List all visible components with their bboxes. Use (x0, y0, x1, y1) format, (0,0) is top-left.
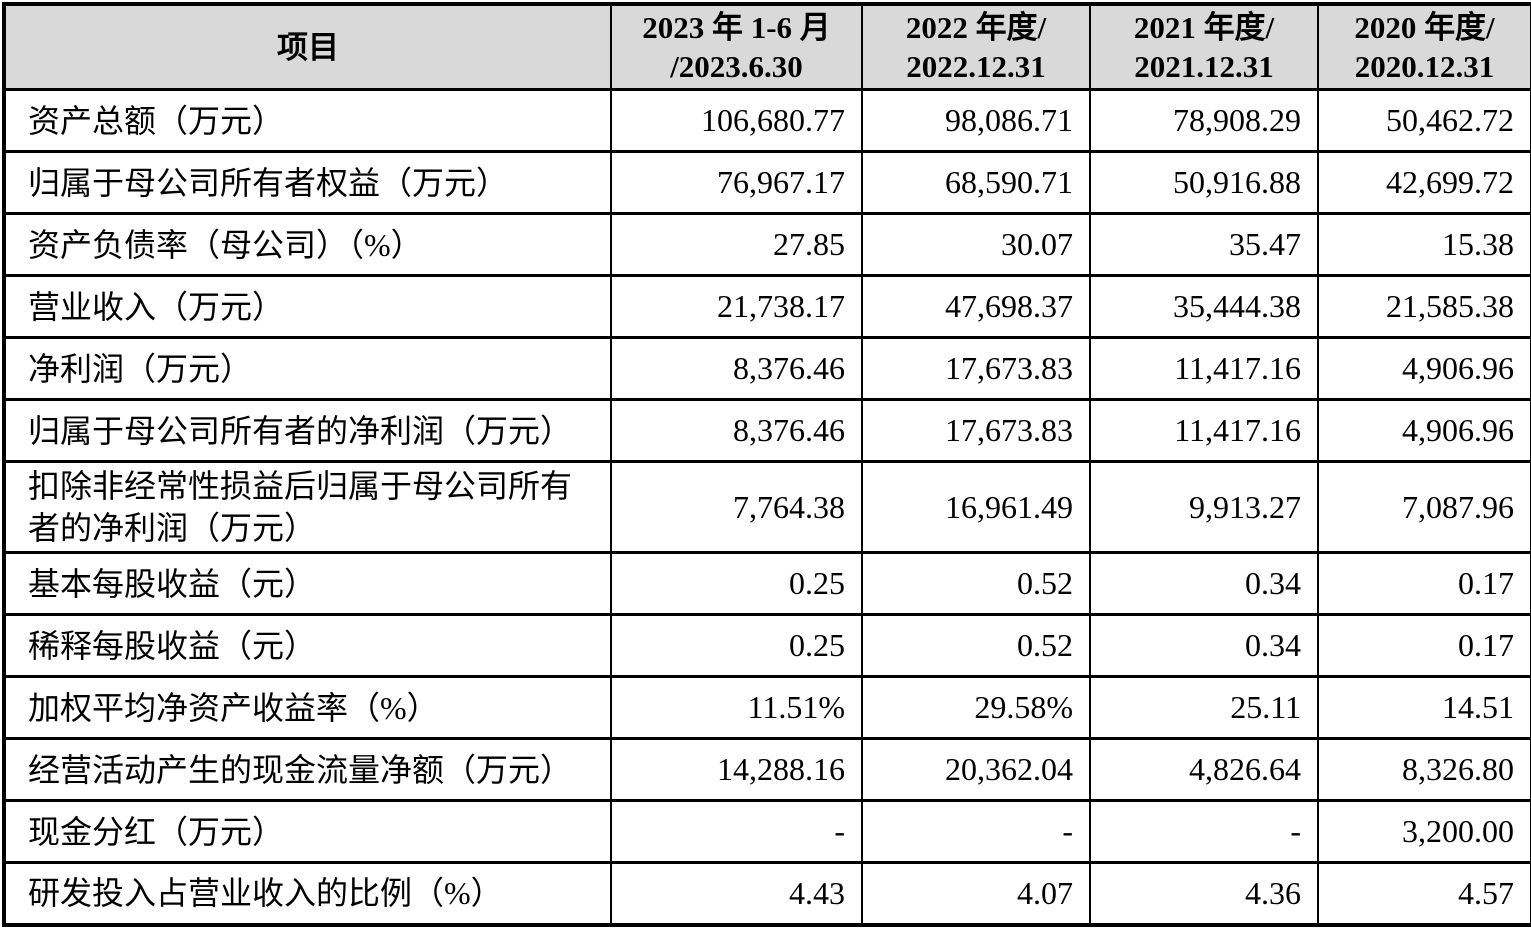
table-row-rd-ratio: 研发投入占营业收入的比例（%） 4.43 4.07 4.36 4.57 (3, 861, 1531, 926)
cell-value: 8,376.46 (610, 336, 863, 401)
cell-value: 0.34 (1089, 551, 1319, 616)
cell-value: 42,699.72 (1317, 150, 1531, 215)
cell-value: 0.17 (1317, 551, 1531, 616)
cell-value: 0.52 (861, 551, 1091, 616)
cell-value: 106,680.77 (610, 88, 863, 153)
cell-value: 15.38 (1317, 212, 1531, 277)
cell-value: 17,673.83 (861, 398, 1091, 463)
table-row-basic-eps: 基本每股收益（元） 0.25 0.52 0.34 0.17 (3, 551, 1531, 616)
period-label-line2: 2020.12.31 (1354, 49, 1495, 84)
cell-value: 0.34 (1089, 613, 1319, 678)
header-row: 项目 2023 年 1-6 月 /2023.6.30 2022 年度/ 2022… (3, 2, 1531, 91)
period-label-line2: 2021.12.31 (1134, 49, 1274, 84)
cell-value: 0.17 (1317, 613, 1531, 678)
cell-value: 50,462.72 (1317, 88, 1531, 153)
period-label-line1: 2022 年度/ (905, 10, 1047, 45)
cell-value: 4.43 (610, 861, 863, 926)
cell-value: 29.58% (861, 675, 1091, 740)
cell-value: - (861, 799, 1091, 864)
cell-value: 98,086.71 (861, 88, 1091, 153)
row-label: 经营活动产生的现金流量净额（万元） (3, 737, 612, 802)
table-row-diluted-eps: 稀释每股收益（元） 0.25 0.52 0.34 0.17 (3, 613, 1531, 678)
cell-value: 8,376.46 (610, 398, 863, 463)
table-row-operating-cash-flow: 经营活动产生的现金流量净额（万元） 14,288.16 20,362.04 4,… (3, 737, 1531, 802)
period-label-line2: 2022.12.31 (906, 49, 1046, 84)
cell-value: - (1089, 799, 1319, 864)
cell-value: 4.57 (1317, 861, 1531, 926)
period-label-line2: /2023.6.30 (670, 49, 803, 84)
row-label: 扣除非经常性损益后归属于母公司所有者的净利润（万元） (3, 460, 612, 554)
column-header-2020: 2020 年度/ 2020.12.31 (1317, 2, 1531, 91)
cell-value: 47,698.37 (861, 274, 1091, 339)
cell-value: 11.51% (610, 675, 863, 740)
period-label-line1: 2021 年度/ (1133, 10, 1275, 45)
column-header-2021: 2021 年度/ 2021.12.31 (1089, 2, 1319, 91)
table-row-total-assets: 资产总额（万元） 106,680.77 98,086.71 78,908.29 … (3, 88, 1531, 153)
cell-value: 4,906.96 (1317, 398, 1531, 463)
cell-value: 4.36 (1089, 861, 1319, 926)
table-row-operating-revenue: 营业收入（万元） 21,738.17 47,698.37 35,444.38 2… (3, 274, 1531, 339)
cell-value: 7,087.96 (1317, 460, 1531, 554)
table-row-parent-equity: 归属于母公司所有者权益（万元） 76,967.17 68,590.71 50,9… (3, 150, 1531, 215)
table-row-cash-dividend: 现金分红（万元） - - - 3,200.00 (3, 799, 1531, 864)
column-header-2022: 2022 年度/ 2022.12.31 (861, 2, 1091, 91)
cell-value: 35.47 (1089, 212, 1319, 277)
cell-value: 14,288.16 (610, 737, 863, 802)
row-label: 现金分红（万元） (3, 799, 612, 864)
cell-value: 4,826.64 (1089, 737, 1319, 802)
cell-value: 8,326.80 (1317, 737, 1531, 802)
cell-value: 20,362.04 (861, 737, 1091, 802)
cell-value: 16,961.49 (861, 460, 1091, 554)
table-row-debt-ratio: 资产负债率（母公司）（%） 27.85 30.07 35.47 15.38 (3, 212, 1531, 277)
cell-value: 30.07 (861, 212, 1091, 277)
table-row-weighted-roe: 加权平均净资产收益率（%） 11.51% 29.58% 25.11 14.51 (3, 675, 1531, 740)
cell-value: 9,913.27 (1089, 460, 1319, 554)
cell-value: 27.85 (610, 212, 863, 277)
cell-value: 68,590.71 (861, 150, 1091, 215)
cell-value: 11,417.16 (1089, 336, 1319, 401)
cell-value: 0.25 (610, 613, 863, 678)
cell-value: 25.11 (1089, 675, 1319, 740)
row-label: 归属于母公司所有者的净利润（万元） (3, 398, 612, 463)
cell-value: 7,764.38 (610, 460, 863, 554)
cell-value: 21,585.38 (1317, 274, 1531, 339)
cell-value: 14.51 (1317, 675, 1531, 740)
cell-value: 76,967.17 (610, 150, 863, 215)
period-label-line1: 2020 年度/ (1354, 10, 1495, 45)
column-header-item: 项目 (3, 2, 612, 91)
table-row-deducted-net-profit: 扣除非经常性损益后归属于母公司所有者的净利润（万元） 7,764.38 16,9… (3, 460, 1531, 554)
cell-value: 21,738.17 (610, 274, 863, 339)
cell-value: 0.52 (861, 613, 1091, 678)
row-label: 归属于母公司所有者权益（万元） (3, 150, 612, 215)
cell-value: 11,417.16 (1089, 398, 1319, 463)
row-label: 资产总额（万元） (3, 88, 612, 153)
column-header-2023h1: 2023 年 1-6 月 /2023.6.30 (610, 2, 863, 91)
table-row-parent-net-profit: 归属于母公司所有者的净利润（万元） 8,376.46 17,673.83 11,… (3, 398, 1531, 463)
row-label: 稀释每股收益（元） (3, 613, 612, 678)
cell-value: 3,200.00 (1317, 799, 1531, 864)
period-label-line1: 2023 年 1-6 月 (642, 10, 831, 45)
row-label: 营业收入（万元） (3, 274, 612, 339)
row-label: 研发投入占营业收入的比例（%） (3, 861, 612, 926)
cell-value: 78,908.29 (1089, 88, 1319, 153)
row-label: 加权平均净资产收益率（%） (3, 675, 612, 740)
cell-value: 4.07 (861, 861, 1091, 926)
cell-value: 17,673.83 (861, 336, 1091, 401)
cell-value: 35,444.38 (1089, 274, 1319, 339)
cell-value: 4,906.96 (1317, 336, 1531, 401)
row-label: 基本每股收益（元） (3, 551, 612, 616)
cell-value: 50,916.88 (1089, 150, 1319, 215)
table-row-net-profit: 净利润（万元） 8,376.46 17,673.83 11,417.16 4,9… (3, 336, 1531, 401)
cell-value: 0.25 (610, 551, 863, 616)
cell-value: - (610, 799, 863, 864)
row-label: 净利润（万元） (3, 336, 612, 401)
row-label: 资产负债率（母公司）（%） (3, 212, 612, 277)
